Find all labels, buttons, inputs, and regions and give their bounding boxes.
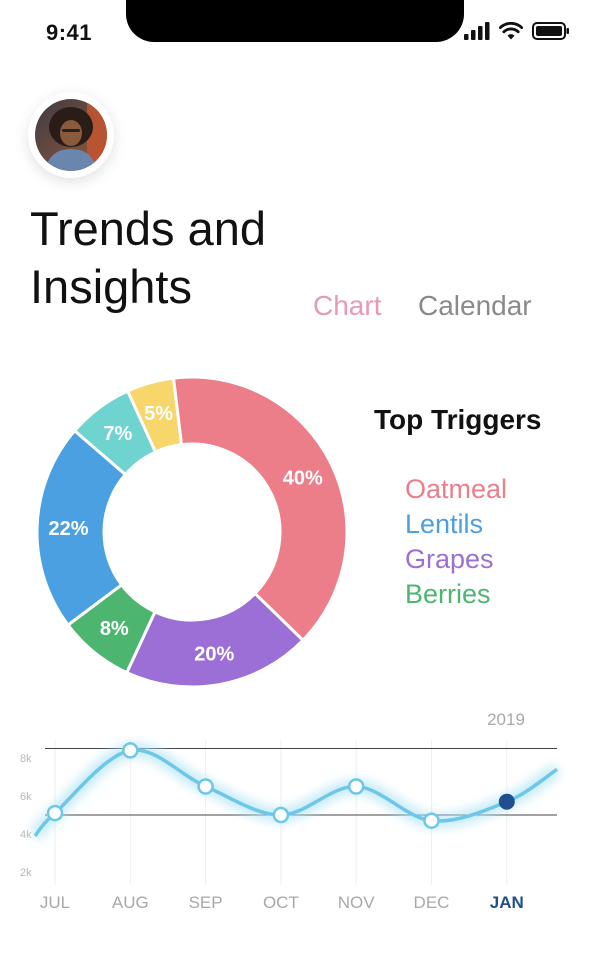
donut-chart: 40% 20% 8% 22% 7% 5% xyxy=(35,375,349,689)
y-tick-label: 4k xyxy=(20,829,32,841)
line-point[interactable] xyxy=(197,778,214,795)
donut-slice xyxy=(124,591,306,689)
x-tick-label[interactable]: SEP xyxy=(189,893,223,912)
status-icons xyxy=(464,21,570,45)
status-bar: 9:41 xyxy=(0,0,592,66)
year-label: 2019 xyxy=(487,710,525,729)
legend-item-oatmeal: Oatmeal xyxy=(405,474,508,504)
y-tick-label: 6k xyxy=(20,791,32,803)
legend-item-grapes: Grapes xyxy=(405,544,494,574)
donut-slice-label: 40% xyxy=(283,467,323,489)
donut-slice-label: 8% xyxy=(100,618,129,640)
donut-slice-label: 22% xyxy=(49,518,89,540)
y-tick-label: 8k xyxy=(20,753,32,765)
x-tick-label[interactable]: OCT xyxy=(263,893,299,912)
battery-icon xyxy=(532,21,570,45)
x-tick-label[interactable]: JUL xyxy=(40,893,70,912)
donut-slice xyxy=(171,375,349,643)
donut-slice-label: 20% xyxy=(194,643,234,665)
line-point[interactable] xyxy=(272,806,290,824)
donut-slice-label: 5% xyxy=(144,403,173,425)
x-tick-label[interactable]: NOV xyxy=(338,893,376,912)
x-tick-label[interactable]: AUG xyxy=(112,893,149,912)
line-point[interactable] xyxy=(46,804,64,822)
line-point-highlight[interactable] xyxy=(498,793,515,810)
tab-chart[interactable]: Chart xyxy=(313,290,382,321)
status-time: 9:41 xyxy=(46,20,93,45)
x-tick-label[interactable]: DEC xyxy=(414,893,450,912)
line-point[interactable] xyxy=(347,778,365,795)
line-point[interactable] xyxy=(423,812,440,829)
page-title-line-1: Trends and xyxy=(30,202,267,255)
wifi-icon xyxy=(498,21,524,45)
line-chart: 8k 6k 4k 2k JUL AUG SEP OCT NOV DEC JAN 2019 xyxy=(20,710,561,912)
tab-calendar[interactable]: Calendar xyxy=(418,290,532,321)
line-glow xyxy=(29,743,561,841)
signal-icon xyxy=(464,21,490,45)
legend-item-lentils: Lentils xyxy=(405,509,484,539)
x-tick-label[interactable]: JAN xyxy=(490,893,524,912)
page-title-line-2: Insights xyxy=(30,260,192,313)
avatar[interactable] xyxy=(28,92,114,178)
legend-item-berries: Berries xyxy=(405,579,491,609)
donut-slice-label: 7% xyxy=(103,423,132,445)
y-tick-label: 2k xyxy=(20,867,32,879)
line-point[interactable] xyxy=(122,742,139,759)
user-avatar-photo xyxy=(35,99,107,171)
page-title: Trends and Insights xyxy=(30,200,330,316)
donut-slice xyxy=(125,376,184,454)
donut-slice xyxy=(35,428,128,628)
legend-title: Top Triggers xyxy=(374,404,542,435)
legend-list: Oatmeal Lentils Grapes Berries xyxy=(405,472,507,612)
notch xyxy=(126,0,464,42)
